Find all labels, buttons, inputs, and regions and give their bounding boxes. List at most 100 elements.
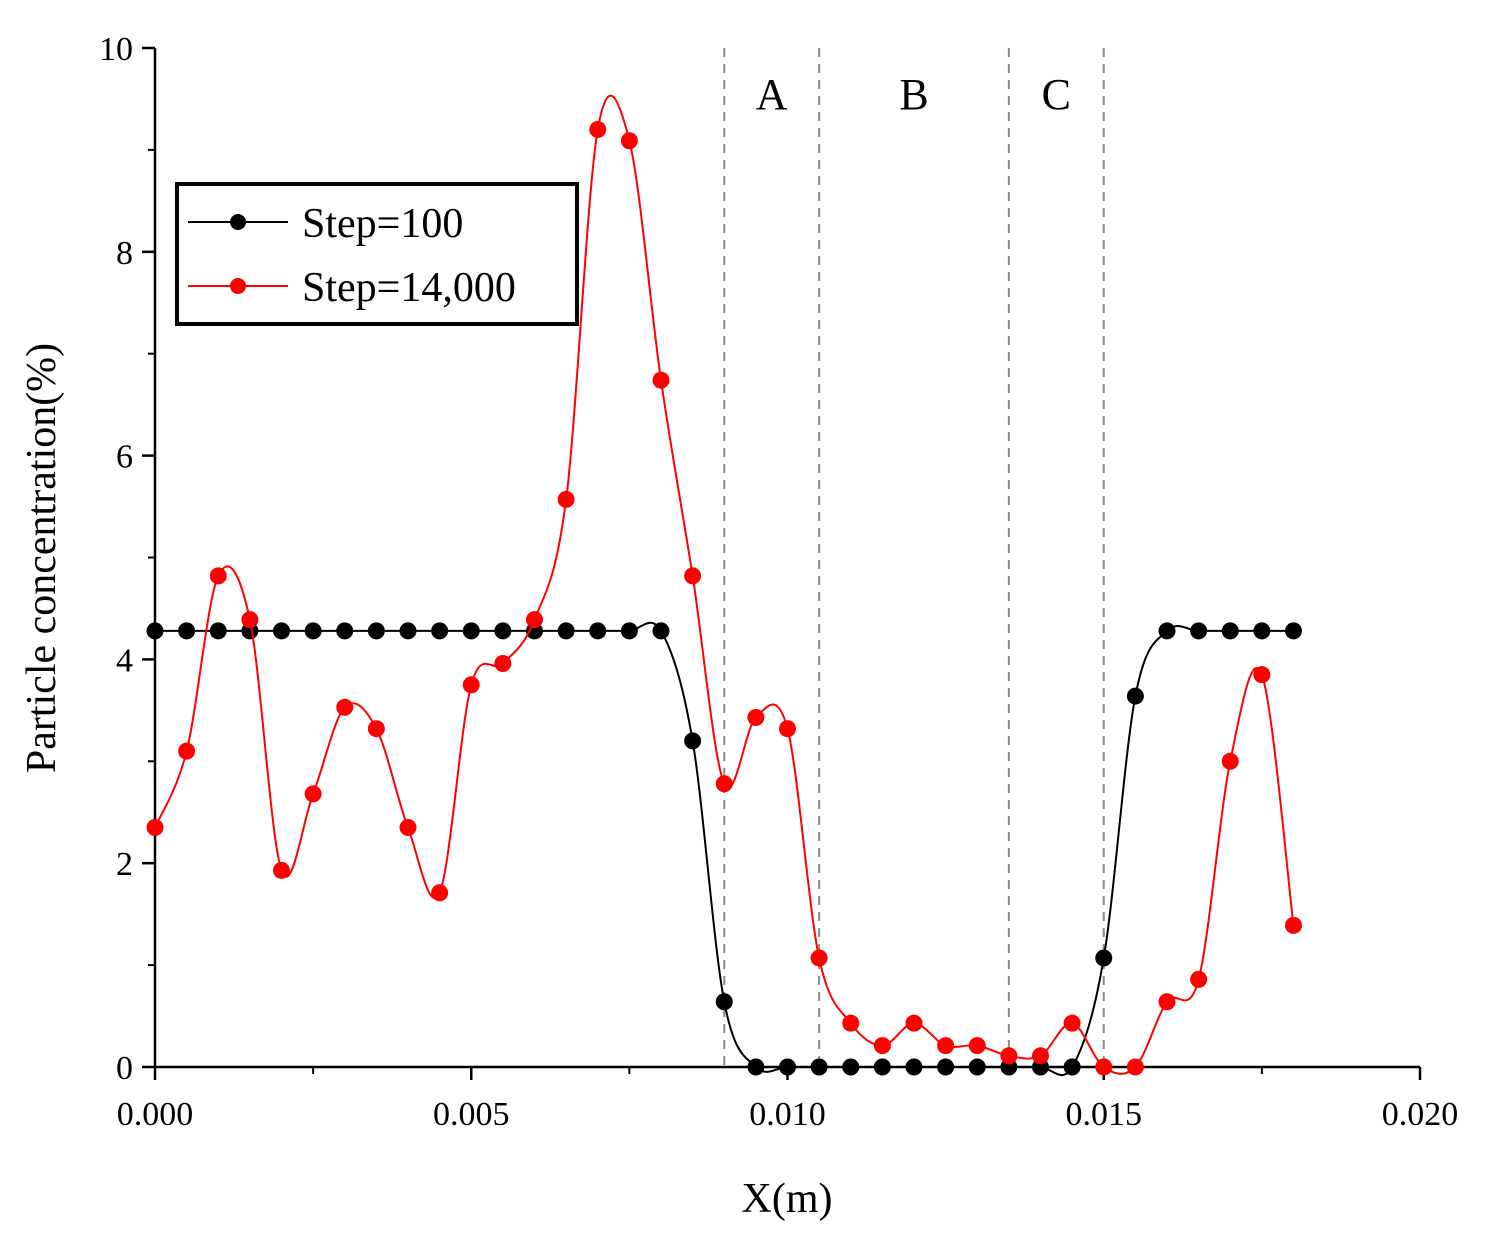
data-point-step-14-000-25 — [937, 1037, 955, 1055]
data-point-step-14-000-22 — [842, 1014, 860, 1032]
x-tick-label-4: 0.020 — [1382, 1096, 1459, 1133]
data-point-step-14-000-2 — [209, 567, 227, 585]
data-point-step-14-000-31 — [1126, 1058, 1144, 1076]
data-point-step-14-000-26 — [968, 1037, 986, 1055]
data-point-step-14-000-9 — [431, 884, 449, 902]
series-step-100 — [146, 621, 1302, 1076]
data-point-step-100-35 — [1253, 622, 1271, 640]
data-point-step-100-7 — [367, 622, 385, 640]
x-tick-label-0: 0.000 — [117, 1096, 194, 1133]
data-point-step-14-000-14 — [589, 121, 607, 139]
data-point-step-100-22 — [842, 1058, 860, 1076]
x-tick-label-3: 0.015 — [1066, 1096, 1143, 1133]
y-tick-label-2: 4 — [116, 642, 133, 679]
data-point-step-14-000-18 — [715, 775, 733, 793]
data-point-step-100-30 — [1095, 949, 1113, 967]
data-point-step-14-000-23 — [873, 1037, 891, 1055]
data-point-step-100-0 — [146, 622, 164, 640]
x-tick-label-2: 0.010 — [749, 1096, 826, 1133]
data-point-step-14-000-1 — [178, 742, 196, 760]
region-label-c: C — [1042, 70, 1071, 119]
data-point-step-100-1 — [178, 622, 196, 640]
data-point-step-14-000-3 — [241, 611, 259, 629]
y-tick-label-5: 10 — [99, 31, 133, 68]
legend-marker-step-100 — [230, 214, 246, 230]
data-point-step-100-2 — [209, 622, 227, 640]
data-point-step-100-20 — [779, 1058, 796, 1076]
region-boundaries — [723, 48, 1105, 1067]
data-point-step-14-000-29 — [1063, 1014, 1081, 1032]
x-axis-title: X(m) — [742, 1176, 833, 1222]
y-axis-title: Particle concentration(%) — [19, 343, 65, 773]
data-point-step-100-15 — [620, 622, 638, 640]
data-point-step-100-16 — [652, 622, 670, 640]
data-point-step-14-000-24 — [905, 1014, 923, 1032]
data-point-step-100-17 — [684, 732, 702, 750]
data-point-step-14-000-33 — [1190, 970, 1208, 988]
data-point-step-100-31 — [1126, 687, 1144, 705]
series-layer — [146, 94, 1302, 1076]
data-point-step-14-000-5 — [304, 785, 322, 803]
data-point-step-14-000-4 — [273, 861, 290, 879]
data-point-step-100-26 — [968, 1058, 986, 1076]
legend-box — [175, 182, 579, 326]
data-point-step-100-33 — [1190, 622, 1208, 640]
region-labels: A B C — [756, 70, 1071, 119]
data-point-step-100-19 — [747, 1058, 765, 1076]
ticks: 0.000 0.005 0.010 0.015 0.020 0 2 4 6 8 10 — [99, 31, 1458, 1133]
data-point-step-14-000-16 — [652, 371, 670, 389]
data-point-step-14-000-6 — [336, 698, 354, 716]
data-point-step-14-000-12 — [526, 611, 543, 629]
data-point-step-100-24 — [905, 1058, 923, 1076]
data-point-step-14-000-11 — [494, 654, 512, 672]
data-point-step-14-000-30 — [1095, 1058, 1113, 1076]
x-tick-label-1: 0.005 — [433, 1096, 510, 1133]
data-point-step-14-000-19 — [747, 708, 765, 726]
data-point-step-14-000-36 — [1285, 916, 1302, 934]
legend: Step=100 Step=14,000 — [175, 182, 579, 326]
data-point-step-14-000-32 — [1158, 993, 1176, 1011]
data-point-step-14-000-8 — [399, 819, 417, 837]
data-point-step-14-000-13 — [557, 490, 575, 508]
data-point-step-14-000-10 — [462, 676, 480, 694]
series-step-14-000 — [146, 94, 1302, 1076]
data-point-step-100-23 — [873, 1058, 891, 1076]
region-label-a: A — [756, 70, 788, 119]
y-tick-label-4: 8 — [116, 235, 133, 272]
data-point-step-14-000-27 — [1000, 1047, 1018, 1065]
data-point-step-100-34 — [1221, 622, 1239, 640]
data-point-step-100-8 — [399, 622, 417, 640]
data-point-step-14-000-17 — [684, 567, 702, 585]
data-point-step-100-32 — [1158, 622, 1176, 640]
series-line-step-100 — [155, 621, 1294, 1076]
y-tick-label-0: 0 — [116, 1050, 133, 1087]
data-point-step-100-6 — [336, 622, 354, 640]
data-point-step-100-5 — [304, 622, 322, 640]
data-point-step-100-4 — [273, 622, 290, 640]
data-point-step-100-9 — [431, 622, 449, 640]
data-point-step-100-21 — [810, 1058, 828, 1076]
data-point-step-100-18 — [715, 993, 733, 1011]
y-tick-label-3: 6 — [116, 439, 133, 476]
data-point-step-14-000-34 — [1221, 752, 1239, 770]
data-point-step-100-25 — [937, 1058, 955, 1076]
data-point-step-100-29 — [1063, 1058, 1081, 1076]
legend-label-step-14000: Step=14,000 — [302, 265, 516, 311]
data-point-step-14-000-21 — [810, 949, 828, 967]
data-point-step-14-000-28 — [1032, 1047, 1049, 1065]
data-point-step-14-000-20 — [779, 720, 796, 738]
legend-marker-step-14000 — [230, 278, 246, 294]
legend-label-step-100: Step=100 — [302, 201, 463, 247]
region-label-b: B — [899, 70, 928, 119]
data-point-step-100-14 — [589, 622, 607, 640]
data-point-step-100-13 — [557, 622, 575, 640]
data-point-step-100-11 — [494, 622, 512, 640]
data-point-step-100-10 — [462, 622, 480, 640]
data-point-step-14-000-0 — [146, 819, 164, 837]
y-tick-label-1: 2 — [116, 846, 133, 883]
data-point-step-14-000-7 — [367, 720, 385, 738]
data-point-step-100-36 — [1285, 622, 1302, 640]
data-point-step-14-000-15 — [620, 132, 638, 150]
series-line-step-14-000 — [154, 94, 1295, 1075]
